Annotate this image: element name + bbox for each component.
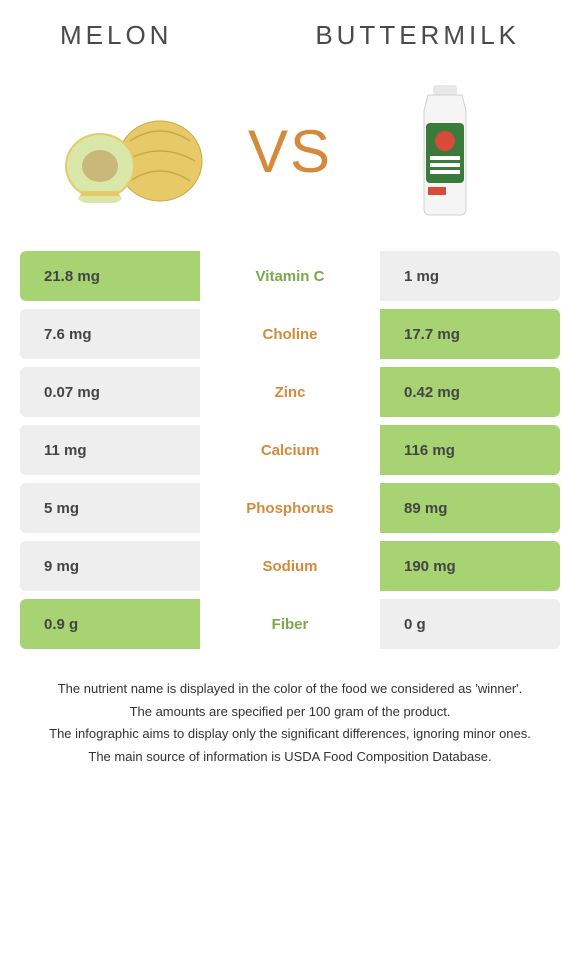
left-value-cell: 5 mg (20, 483, 200, 533)
left-value-cell: 7.6 mg (20, 309, 200, 359)
table-row: 9 mgSodium190 mg (20, 541, 560, 591)
nutrient-name-cell: Vitamin C (200, 251, 380, 301)
right-value-cell: 17.7 mg (380, 309, 560, 359)
nutrient-name-cell: Calcium (200, 425, 380, 475)
melon-image (60, 86, 210, 216)
footnote-line: The amounts are specified per 100 gram o… (30, 702, 550, 722)
header-row: Melon Buttermilk (20, 20, 560, 61)
table-row: 0.07 mgZinc0.42 mg (20, 367, 560, 417)
right-value-cell: 0.42 mg (380, 367, 560, 417)
melon-icon (60, 91, 210, 211)
right-value-cell: 0 g (380, 599, 560, 649)
nutrient-name-cell: Phosphorus (200, 483, 380, 533)
footnotes: The nutrient name is displayed in the co… (20, 679, 560, 766)
table-row: 11 mgCalcium116 mg (20, 425, 560, 475)
table-row: 5 mgPhosphorus89 mg (20, 483, 560, 533)
nutrient-table: 21.8 mgVitamin C1 mg 7.6 mgCholine17.7 mg… (20, 251, 560, 649)
footnote-line: The nutrient name is displayed in the co… (30, 679, 550, 699)
right-value-cell: 190 mg (380, 541, 560, 591)
left-value-cell: 0.07 mg (20, 367, 200, 417)
footnote-line: The main source of information is USDA F… (30, 747, 550, 767)
left-value-cell: 9 mg (20, 541, 200, 591)
buttermilk-image (370, 86, 520, 216)
left-value-cell: 21.8 mg (20, 251, 200, 301)
nutrient-name-cell: Zinc (200, 367, 380, 417)
left-value-cell: 0.9 g (20, 599, 200, 649)
milk-carton-icon (400, 81, 490, 221)
footnote-line: The infographic aims to display only the… (30, 724, 550, 744)
nutrient-name-cell: Sodium (200, 541, 380, 591)
table-row: 0.9 gFiber0 g (20, 599, 560, 649)
left-value-cell: 11 mg (20, 425, 200, 475)
images-row: VS (20, 61, 560, 251)
vs-label: VS (248, 117, 332, 186)
nutrient-name-cell: Choline (200, 309, 380, 359)
right-food-title: Buttermilk (315, 20, 520, 51)
right-value-cell: 1 mg (380, 251, 560, 301)
nutrient-name-cell: Fiber (200, 599, 380, 649)
left-food-title: Melon (60, 20, 172, 51)
table-row: 7.6 mgCholine17.7 mg (20, 309, 560, 359)
right-value-cell: 89 mg (380, 483, 560, 533)
table-row: 21.8 mgVitamin C1 mg (20, 251, 560, 301)
right-value-cell: 116 mg (380, 425, 560, 475)
